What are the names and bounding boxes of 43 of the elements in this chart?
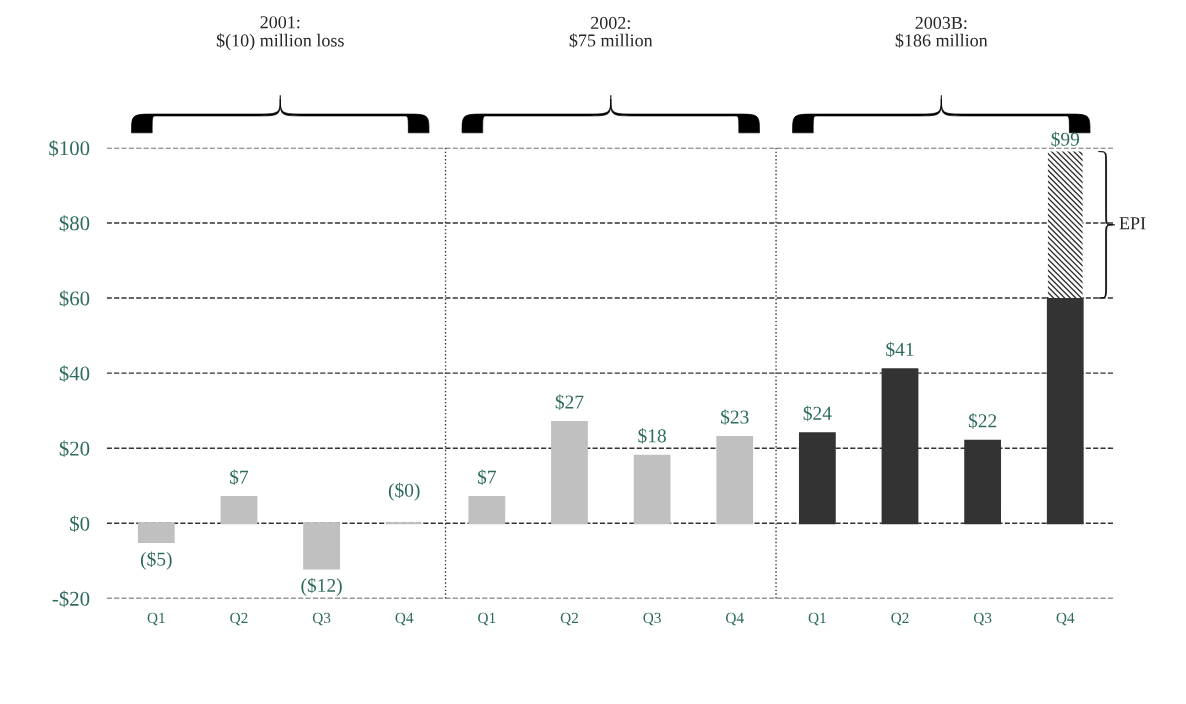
data-label: ($0) (388, 482, 420, 501)
x-tick-label: Q2 (230, 612, 248, 626)
bar (137, 522, 175, 544)
x-tick-label: Q4 (395, 612, 414, 626)
y-tick-label: $80 (59, 215, 90, 232)
bar (303, 522, 340, 570)
x-tick-label: Q2 (560, 612, 578, 626)
y-tick-label: $100 (49, 139, 90, 157)
x-tick-label: Q1 (808, 612, 826, 626)
data-label: ($5) (140, 551, 172, 570)
x-tick-label: Q1 (478, 612, 496, 626)
x-tick-label: Q2 (891, 612, 909, 626)
bar (633, 454, 671, 525)
y-tick-label: $20 (59, 440, 90, 458)
x-tick-label: Q3 (643, 612, 661, 626)
x-tick-label: Q1 (147, 612, 165, 626)
text: 2003B: $186 million (895, 16, 988, 48)
bar (1047, 151, 1083, 299)
data-label: ($12) (301, 577, 342, 596)
data-label: $41 (886, 341, 914, 358)
data-label: $18 (638, 428, 666, 444)
bar (716, 435, 754, 525)
x-tick-label: Q4 (1056, 612, 1075, 626)
text: EPI (1119, 217, 1146, 230)
x-tick-label: Q4 (726, 612, 744, 626)
bar (551, 420, 588, 525)
x-tick-label: Q3 (312, 612, 331, 626)
data-label: $24 (803, 405, 832, 422)
bar (220, 495, 258, 525)
text: 2002: $75 million (569, 16, 653, 48)
y-tick-label: $0 (70, 515, 90, 533)
y-tick-label: -$20 (52, 590, 90, 608)
y-tick-label: $40 (59, 365, 90, 382)
data-label: $7 (477, 469, 497, 485)
text: 2001: $(10) million loss (216, 16, 344, 51)
data-label: $27 (555, 394, 584, 410)
x-tick-label: Q3 (973, 612, 992, 626)
bar (468, 495, 506, 525)
y-tick-label: $60 (59, 290, 90, 307)
data-label: $7 (230, 469, 249, 485)
data-label: $23 (720, 409, 749, 425)
total-label: $99 (1051, 131, 1080, 148)
data-label: $22 (968, 413, 997, 429)
